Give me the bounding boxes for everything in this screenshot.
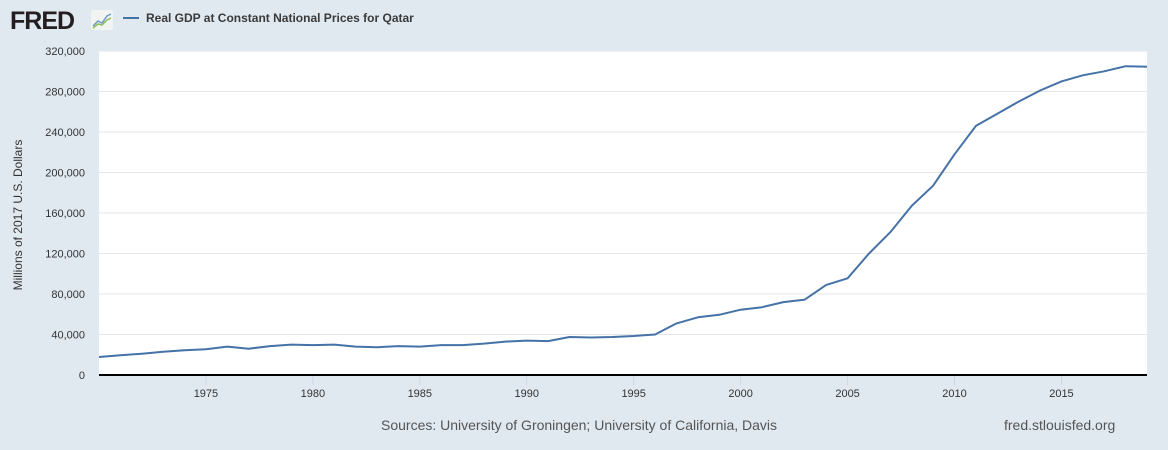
x-tick-label: 1985 <box>408 388 432 400</box>
y-tick-label: 200,000 <box>45 168 85 180</box>
y-tick-label: 160,000 <box>45 208 85 220</box>
x-tick-label: 1975 <box>194 388 218 400</box>
site-link[interactable]: fred.stlouisfed.org <box>1004 417 1116 433</box>
chart-logo-icon <box>91 10 113 30</box>
y-tick-label: 80,000 <box>51 289 85 301</box>
y-tick-label: 120,000 <box>45 249 85 261</box>
series-line <box>98 65 1148 358</box>
fred-logo[interactable]: FRED <box>10 7 75 35</box>
legend-label: Real GDP at Constant National Prices for… <box>146 11 414 25</box>
y-tick-label: 0 <box>79 370 85 382</box>
x-tick-label: 1990 <box>515 388 539 400</box>
y-tick-label: 320,000 <box>45 46 85 58</box>
x-tick-label: 1995 <box>621 388 645 400</box>
x-tick-label: 2010 <box>942 388 966 400</box>
legend[interactable]: Real GDP at Constant National Prices for… <box>123 11 414 25</box>
y-tick-label: 40,000 <box>51 330 85 342</box>
x-tick-label: 2015 <box>1049 388 1073 400</box>
source-text: Sources: University of Groningen; Univer… <box>381 417 778 433</box>
x-tick-label: 2000 <box>728 388 752 400</box>
y-tick-label: 280,000 <box>45 87 85 99</box>
x-tick-label: 1980 <box>301 388 325 400</box>
legend-swatch <box>123 17 139 19</box>
x-tick-label: 2005 <box>835 388 859 400</box>
y-tick-label: 240,000 <box>45 127 85 139</box>
